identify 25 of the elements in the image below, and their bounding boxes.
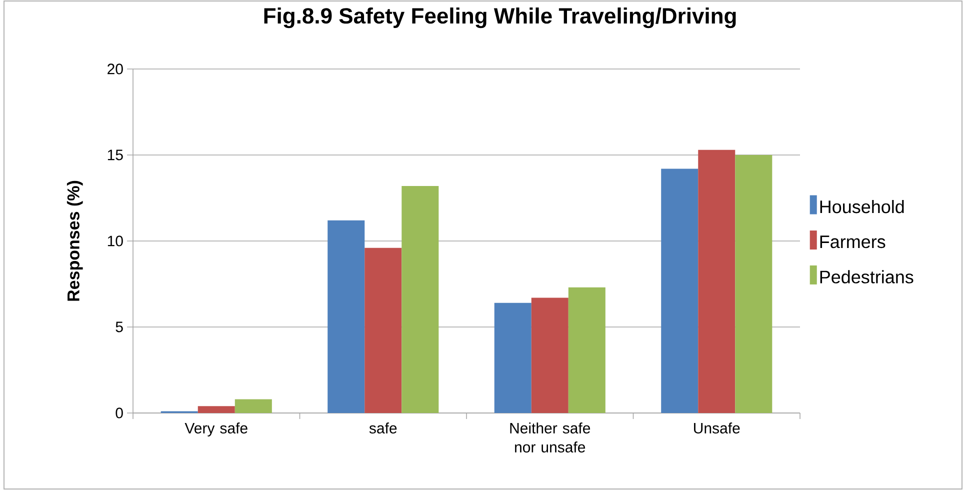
y-tick-label: 5: [116, 322, 123, 332]
bar: [234, 399, 272, 413]
bar: [402, 186, 439, 413]
legend-label: Pedestrians: [820, 270, 914, 284]
bar: [494, 302, 532, 413]
bar: [531, 298, 568, 413]
y-tick-label: 20: [108, 64, 123, 74]
legend-label: Household: [820, 200, 904, 214]
chart-title: Fig.8.9 Safety Feeling While Traveling/Driving: [264, 8, 736, 28]
x-tick-label: Neither safe nor unsafe: [510, 422, 590, 453]
y-tick-label: 10: [108, 236, 123, 246]
bar: [198, 406, 235, 413]
x-tick-label: Very safe: [184, 422, 248, 436]
bar: [661, 168, 698, 413]
bar: [364, 248, 402, 413]
y-axis-title: Responses (%): [66, 180, 83, 301]
x-tick-label: Unsafe: [694, 422, 740, 434]
bar: [328, 220, 365, 413]
bar: [698, 150, 736, 413]
bar: [568, 287, 606, 413]
legend-label: Farmers: [820, 236, 886, 248]
y-tick-label: 0: [116, 408, 123, 418]
y-tick-label: 15: [108, 150, 123, 160]
bar: [735, 154, 772, 413]
x-tick-label: safe: [369, 422, 397, 434]
